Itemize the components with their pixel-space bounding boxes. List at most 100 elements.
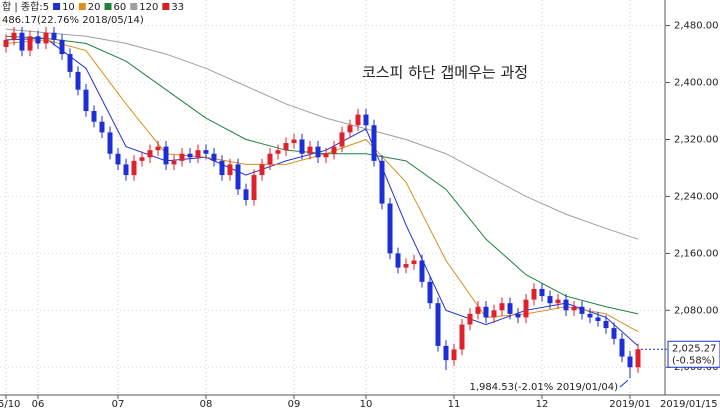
header-label: 33 <box>171 2 184 13</box>
candle-body <box>403 264 409 268</box>
candle-body <box>627 356 633 368</box>
candle-body <box>451 349 457 361</box>
x-tick-label: 06 <box>32 399 45 410</box>
candle-body <box>307 146 313 154</box>
last-date: 2019/01/15 <box>660 399 718 410</box>
candle-body <box>99 121 105 133</box>
candle-body <box>555 299 561 304</box>
candle-body <box>603 320 609 329</box>
candle-body <box>235 164 241 190</box>
candle-body <box>179 153 185 161</box>
candle-body <box>243 189 249 200</box>
y-tick-label: 2,160.00 <box>674 248 719 259</box>
candle-body <box>323 153 329 158</box>
candle-body <box>275 150 281 154</box>
candle-body <box>387 203 393 254</box>
candle-body <box>3 39 9 47</box>
candle-body <box>427 281 433 304</box>
legend-swatch <box>53 3 61 10</box>
current-price: 2,025.27 <box>672 343 717 354</box>
x-tick-label: 12 <box>536 399 549 410</box>
candle-body <box>291 139 297 144</box>
candle-body <box>115 153 121 165</box>
ma-line <box>5 28 639 240</box>
header-label: 합 | 종합:5 <box>2 1 49 13</box>
candle-body <box>187 153 193 158</box>
legend-label: 60 <box>114 2 127 13</box>
candle-body <box>203 150 209 154</box>
candle-body <box>315 146 321 158</box>
candle-body <box>459 324 465 350</box>
candle-body <box>163 146 169 165</box>
legend-swatch <box>104 3 112 10</box>
x-tick-label: 2019/01 <box>609 399 651 410</box>
candle-body <box>595 317 601 321</box>
candle-body <box>19 32 25 51</box>
x-tick-label: 05/10 <box>0 399 20 410</box>
candle-body <box>267 153 273 165</box>
header-line: 486.17(22.76% 2018/05/14) <box>2 15 144 26</box>
candle-body <box>355 114 361 126</box>
candle-body <box>563 299 569 311</box>
candle-body <box>491 310 497 318</box>
candle-body <box>35 36 41 44</box>
candle-body <box>195 150 201 158</box>
candle-body <box>587 313 593 318</box>
candle-body <box>171 160 177 165</box>
candle-body <box>635 349 641 368</box>
candle-body <box>83 89 89 112</box>
legend-label: 20 <box>88 2 101 13</box>
candle-body <box>499 303 505 311</box>
candle-body <box>227 164 233 176</box>
candle-body <box>107 132 113 154</box>
candle-body <box>571 306 577 311</box>
candle-body <box>611 328 617 339</box>
candle-body <box>531 288 537 300</box>
candle-body <box>395 253 401 268</box>
candle-body <box>619 338 625 357</box>
x-tick-label: 10 <box>360 399 373 410</box>
legend-label: 10 <box>62 2 75 13</box>
candle-body <box>371 125 377 161</box>
legend-swatch <box>130 3 138 10</box>
x-tick-label: 08 <box>200 399 213 410</box>
candle-body <box>259 164 265 176</box>
price-box <box>667 340 720 368</box>
x-tick-label: 11 <box>448 399 461 410</box>
legend-label: 120 <box>139 2 158 13</box>
candle-body <box>363 114 369 126</box>
candle-body <box>123 164 129 176</box>
candle-body <box>467 313 473 325</box>
x-tick-label: 07 <box>112 399 125 410</box>
candle-body <box>547 296 553 304</box>
candle-body <box>251 175 257 200</box>
candle-body <box>67 54 73 72</box>
candle-body <box>515 313 521 318</box>
candle-body <box>59 39 65 55</box>
candle-body <box>27 36 33 51</box>
candle-body <box>483 306 489 318</box>
candle-body <box>411 260 417 265</box>
candle-body <box>75 71 81 90</box>
legend-swatch <box>78 3 86 10</box>
candle-body <box>579 306 585 314</box>
annotation-arrow <box>619 379 629 388</box>
y-tick-label: 2,240.00 <box>674 191 719 202</box>
candle-body <box>339 132 345 147</box>
candle-body <box>155 146 161 151</box>
candle-body <box>523 299 529 318</box>
candle-body <box>91 111 97 122</box>
candle-body <box>347 125 353 133</box>
current-change: (-0.58%) <box>672 355 715 366</box>
y-tick-label: 2,080.00 <box>674 305 719 316</box>
y-tick-label: 2,480.00 <box>674 21 719 32</box>
y-tick-label: 2,320.00 <box>674 134 719 145</box>
candle-body <box>219 160 225 176</box>
legend-swatch <box>162 3 170 10</box>
candle-body <box>379 160 385 204</box>
candle-body <box>539 288 545 297</box>
candle-body <box>43 32 49 44</box>
candle-body <box>475 306 481 314</box>
candle-body <box>435 303 441 346</box>
